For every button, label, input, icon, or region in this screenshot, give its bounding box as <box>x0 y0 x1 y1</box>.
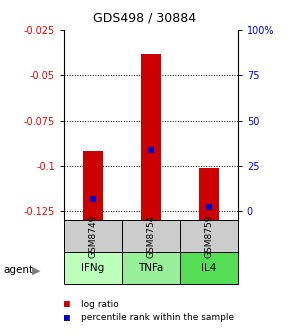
Text: percentile rank within the sample: percentile rank within the sample <box>81 313 234 322</box>
Bar <box>180 252 238 284</box>
Text: GSM8749: GSM8749 <box>88 214 97 258</box>
Text: ■: ■ <box>64 312 70 323</box>
Bar <box>64 220 122 252</box>
Bar <box>122 252 180 284</box>
Text: ▶: ▶ <box>32 265 41 276</box>
Point <box>90 197 95 202</box>
Point <box>206 204 211 209</box>
Bar <box>83 152 103 220</box>
Text: GSM8754: GSM8754 <box>146 214 155 258</box>
Text: ■: ■ <box>64 299 70 309</box>
Bar <box>199 168 219 220</box>
Bar <box>141 54 161 220</box>
Text: agent: agent <box>3 265 33 276</box>
Text: TNFa: TNFa <box>138 263 164 273</box>
Text: log ratio: log ratio <box>81 300 119 308</box>
Bar <box>180 220 238 252</box>
Text: GDS498 / 30884: GDS498 / 30884 <box>93 12 197 25</box>
Text: GSM8759: GSM8759 <box>204 214 213 258</box>
Bar <box>64 252 122 284</box>
Bar <box>122 220 180 252</box>
Text: IL4: IL4 <box>201 263 217 273</box>
Text: IFNg: IFNg <box>81 263 104 273</box>
Point <box>148 147 153 153</box>
